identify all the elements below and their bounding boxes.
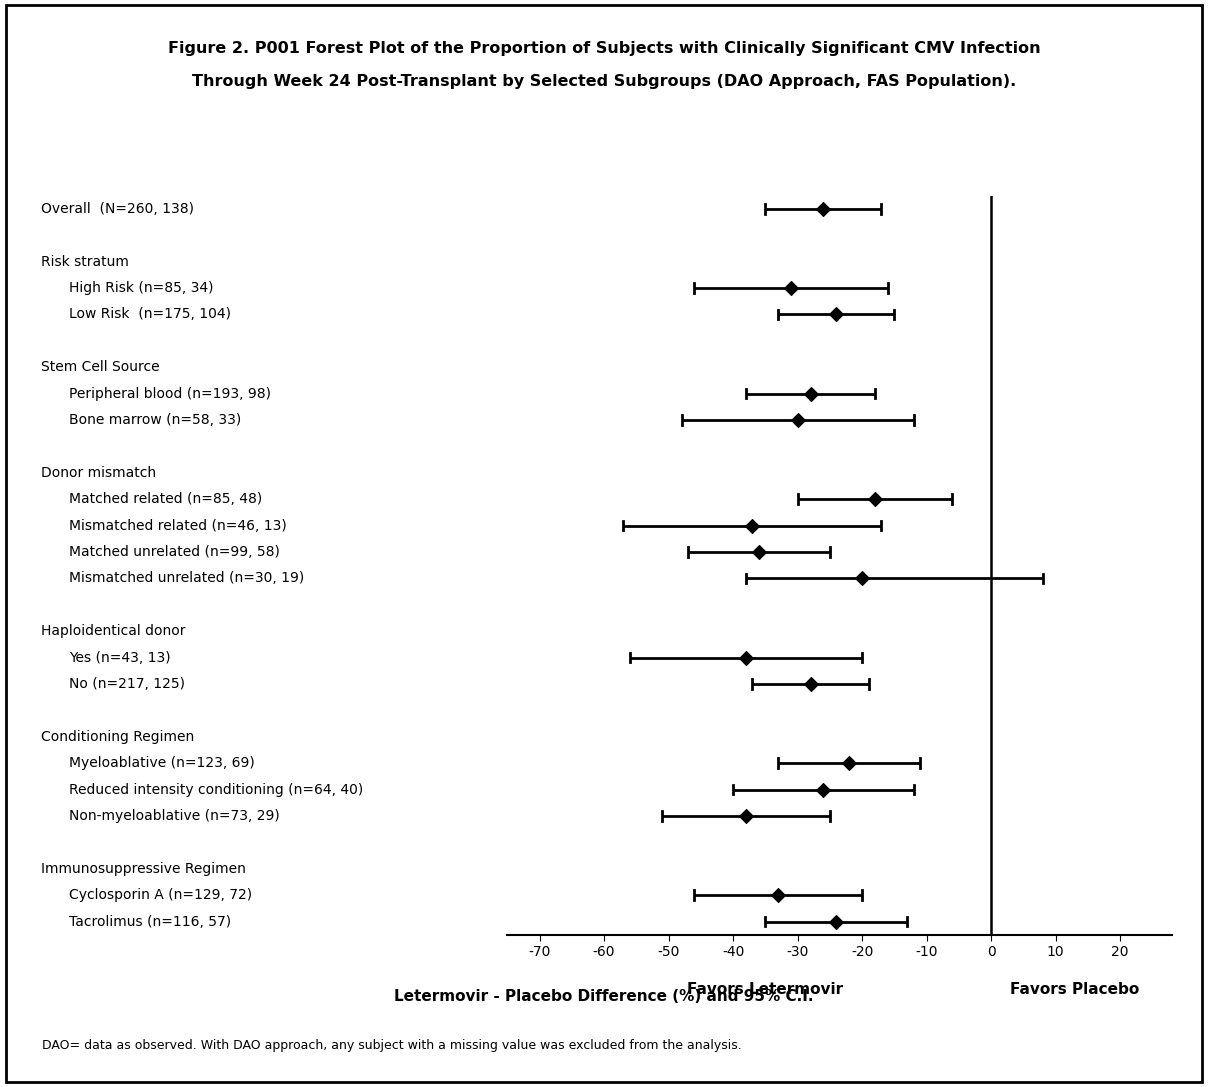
Text: Peripheral blood (n=193, 98): Peripheral blood (n=193, 98) [69, 387, 272, 401]
Text: Immunosuppressive Regimen: Immunosuppressive Regimen [41, 862, 245, 876]
Text: Donor mismatch: Donor mismatch [41, 466, 156, 479]
Text: Matched related (n=85, 48): Matched related (n=85, 48) [69, 492, 262, 507]
Text: Matched unrelated (n=99, 58): Matched unrelated (n=99, 58) [69, 545, 280, 559]
Text: DAO= data as observed. With DAO approach, any subject with a missing value was e: DAO= data as observed. With DAO approach… [42, 1039, 742, 1052]
Text: Tacrolimus (n=116, 57): Tacrolimus (n=116, 57) [69, 914, 232, 928]
Text: Risk stratum: Risk stratum [41, 254, 129, 268]
Text: Myeloablative (n=123, 69): Myeloablative (n=123, 69) [69, 757, 255, 771]
Text: Mismatched related (n=46, 13): Mismatched related (n=46, 13) [69, 518, 288, 533]
Text: Favors Letermovir: Favors Letermovir [687, 983, 843, 998]
Text: Low Risk  (n=175, 104): Low Risk (n=175, 104) [69, 308, 231, 322]
Text: Yes (n=43, 13): Yes (n=43, 13) [69, 651, 170, 664]
Text: Haploidentical donor: Haploidentical donor [41, 624, 186, 638]
Text: Overall  (N=260, 138): Overall (N=260, 138) [41, 202, 194, 216]
Text: Mismatched unrelated (n=30, 19): Mismatched unrelated (n=30, 19) [69, 572, 304, 586]
Text: Reduced intensity conditioning (n=64, 40): Reduced intensity conditioning (n=64, 40… [69, 783, 364, 797]
Text: Favors Placebo: Favors Placebo [1010, 983, 1139, 998]
Text: Conditioning Regimen: Conditioning Regimen [41, 729, 194, 744]
Text: Through Week 24 Post-Transplant by Selected Subgroups (DAO Approach, FAS Populat: Through Week 24 Post-Transplant by Selec… [192, 74, 1016, 89]
Text: No (n=217, 125): No (n=217, 125) [69, 677, 185, 691]
Text: Letermovir - Placebo Difference (%) and 95% C.I.: Letermovir - Placebo Difference (%) and … [394, 989, 814, 1004]
Text: Cyclosporin A (n=129, 72): Cyclosporin A (n=129, 72) [69, 888, 252, 902]
Text: High Risk (n=85, 34): High Risk (n=85, 34) [69, 282, 214, 295]
Text: Bone marrow (n=58, 33): Bone marrow (n=58, 33) [69, 413, 242, 427]
Text: Figure 2. P001 Forest Plot of the Proportion of Subjects with Clinically Signifi: Figure 2. P001 Forest Plot of the Propor… [168, 41, 1040, 57]
Text: Stem Cell Source: Stem Cell Source [41, 360, 159, 374]
Text: Non-myeloablative (n=73, 29): Non-myeloablative (n=73, 29) [69, 809, 280, 823]
